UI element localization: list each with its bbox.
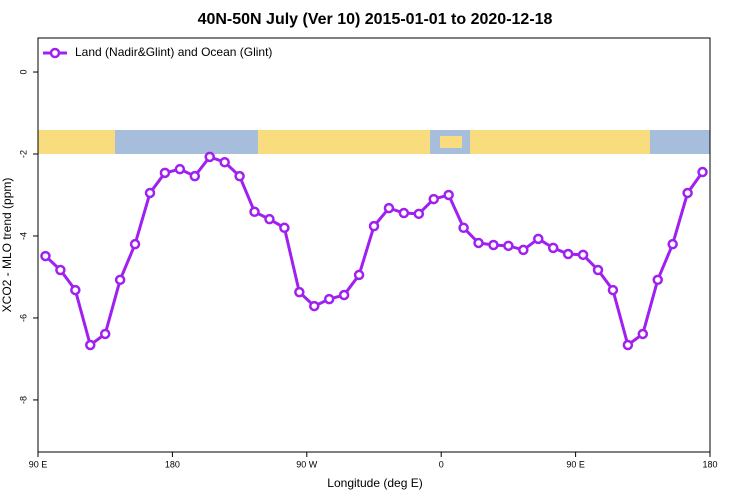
data-point [129,238,141,250]
x-tick-label: 90 E [29,459,48,469]
y-tick-label: -4 [18,232,28,240]
data-point [234,170,245,182]
data-point [533,233,544,245]
data-point [219,156,230,168]
data-point [383,202,395,214]
data-point [338,289,350,301]
data-point [503,240,514,252]
x-tick-label: 180 [702,459,717,469]
legend-marker [49,47,61,59]
data-point [55,264,66,276]
series-line [44,155,704,348]
data-point [264,213,275,225]
data-point [488,239,499,251]
data-point [204,151,215,163]
data-point [518,244,529,256]
data-point [279,222,290,234]
data-point [40,250,51,262]
data-point [174,163,186,175]
data-point [99,328,111,340]
data-point [652,274,663,286]
data-point [294,286,305,298]
data-point [323,293,335,305]
map-band [38,130,710,154]
data-point [114,274,126,286]
data-point [413,208,425,220]
data-point [577,249,589,261]
data-point [697,166,708,178]
x-tick-label: 0 [439,459,444,469]
data-point [682,187,693,199]
data-point [622,339,634,351]
y-axis-label: XCO2 - MLO trend (ppm) [0,178,14,313]
data-point [562,248,574,260]
data-point [309,300,320,312]
data-point [592,264,604,276]
data-point [70,284,81,296]
data-point [547,242,559,254]
data-point [249,206,260,218]
y-tick-label: -6 [18,314,28,322]
data-point [428,193,439,205]
data-point [85,339,96,351]
chart-title: 40N-50N July (Ver 10) 2015-01-01 to 2020… [198,11,553,28]
data-point [607,284,619,296]
data-point [144,187,156,199]
x-tick-label: 90 W [296,459,318,469]
y-tick-label: -8 [18,396,28,404]
y-tick-label: 0 [18,70,28,75]
x-tick-label: 180 [165,459,180,469]
data-point [368,220,380,232]
data-point [637,328,649,340]
data-point [159,167,171,179]
x-axis-label: Longitude (deg E) [327,476,422,490]
data-point [398,207,410,219]
data-point [353,269,365,281]
legend-label: Land (Nadir&Glint) and Ocean (Glint) [75,45,272,59]
data-point [458,222,469,234]
y-tick-label: -2 [18,150,28,158]
x-tick-label: 90 E [566,459,585,469]
data-point [473,237,484,249]
data-point [189,170,201,182]
data-point [443,189,454,201]
data-point [667,238,678,250]
plot-frame [37,37,711,453]
